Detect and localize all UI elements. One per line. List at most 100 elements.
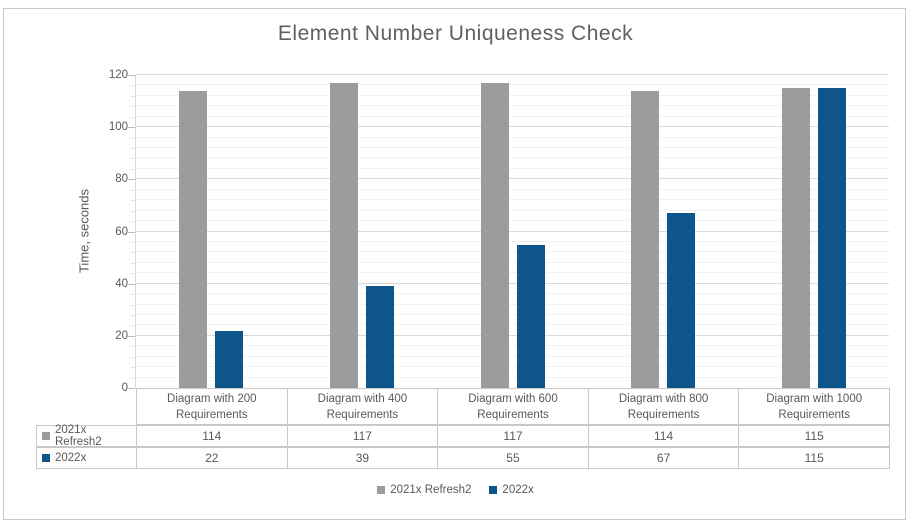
y-minor-tick-mark: [131, 377, 135, 379]
bar-2022x: [517, 245, 545, 388]
table-category-header: Diagram with 400 Requirements: [286, 388, 439, 425]
major-gridline: [136, 282, 889, 284]
y-minor-tick-mark: [131, 367, 135, 369]
table-category-header: Diagram with 600 Requirements: [437, 388, 589, 425]
y-minor-tick-mark: [131, 168, 135, 170]
y-tick-mark: [128, 388, 135, 389]
y-tick-label: 20: [115, 329, 128, 342]
chart-title: Element Number Uniqueness Check: [277, 22, 634, 45]
minor-gridline: [136, 105, 889, 107]
minor-gridline: [136, 261, 889, 263]
minor-gridline: [136, 293, 889, 295]
y-minor-tick-mark: [131, 241, 135, 243]
y-minor-tick-mark: [131, 294, 135, 296]
minor-gridline: [136, 272, 889, 274]
legend-key-icon: [42, 453, 50, 462]
legend-item: 2022x: [489, 484, 534, 496]
bar-2021x-refresh2: [782, 88, 810, 388]
y-minor-tick-mark: [131, 262, 135, 264]
table-category-header: Diagram with 1000 Requirements: [738, 388, 890, 425]
y-minor-tick-mark: [131, 85, 135, 87]
bar-2021x-refresh2: [481, 83, 509, 388]
table-value-cell: 22: [136, 446, 288, 469]
minor-gridline: [136, 313, 889, 315]
y-tick-label: 120: [108, 69, 128, 81]
y-tick-mark: [128, 335, 135, 337]
bar-2022x: [215, 331, 243, 388]
table-value-cell: 114: [136, 425, 288, 447]
y-tick-label: 80: [115, 173, 128, 186]
major-gridline: [136, 74, 889, 75]
legend-key-icon: [489, 486, 498, 494]
legend-key-icon: [377, 486, 386, 494]
minor-gridline: [136, 345, 889, 347]
y-tick-mark: [128, 231, 135, 233]
y-minor-tick-mark: [131, 304, 135, 306]
series-name: 2022x: [55, 451, 87, 464]
table-value-cell: 67: [587, 446, 740, 469]
y-tick-mark: [128, 127, 135, 129]
table-series-label: 2022x: [36, 446, 137, 469]
y-minor-tick-mark: [131, 356, 135, 358]
plot-area: [136, 74, 889, 388]
y-minor-tick-mark: [131, 273, 135, 275]
minor-gridline: [136, 209, 889, 211]
y-minor-tick-mark: [131, 252, 135, 254]
table-value-cell: 115: [738, 425, 890, 447]
series-name: 2021x Refresh2: [55, 424, 102, 448]
bar-2021x-refresh2: [631, 91, 659, 388]
major-gridline: [136, 334, 889, 336]
table-value-cell: 115: [738, 446, 890, 469]
y-minor-tick-mark: [131, 325, 135, 327]
y-minor-tick-mark: [131, 314, 135, 316]
bar-2022x: [366, 286, 394, 388]
table-value-cell: 114: [587, 425, 740, 447]
minor-gridline: [136, 84, 889, 86]
table-value-cell: 39: [286, 446, 439, 469]
bar-2021x-refresh2: [179, 91, 207, 388]
minor-gridline: [136, 115, 889, 117]
minor-gridline: [136, 157, 889, 159]
bar-2022x: [818, 88, 846, 388]
major-gridline: [136, 230, 889, 232]
major-gridline: [136, 178, 889, 180]
legend-item: 2021x Refresh2: [377, 484, 471, 496]
minor-gridline: [136, 366, 889, 368]
y-minor-tick-mark: [131, 200, 135, 202]
minor-gridline: [136, 167, 889, 169]
y-minor-tick-mark: [131, 158, 135, 160]
table-category-header: Diagram with 800 Requirements: [587, 388, 740, 425]
minor-gridline: [136, 147, 889, 149]
y-minor-tick-mark: [131, 95, 135, 97]
y-minor-tick-mark: [131, 137, 135, 139]
minor-gridline: [136, 220, 889, 222]
legend-key-icon: [42, 432, 50, 440]
minor-gridline: [136, 251, 889, 253]
table-value-cell: 117: [286, 425, 439, 447]
minor-gridline: [136, 324, 889, 326]
major-gridline: [136, 126, 889, 128]
minor-gridline: [136, 355, 889, 357]
y-minor-tick-mark: [131, 148, 135, 150]
y-tick-label: 0: [121, 382, 128, 394]
minor-gridline: [136, 94, 889, 96]
minor-gridline: [136, 199, 889, 201]
y-axis-line: [135, 75, 136, 388]
legend-label: 2022x: [502, 484, 534, 496]
minor-gridline: [136, 376, 889, 378]
y-tick-label: 40: [115, 277, 128, 290]
y-tick-mark: [128, 75, 135, 76]
minor-gridline: [136, 240, 889, 242]
y-tick-mark: [128, 283, 135, 285]
y-minor-tick-mark: [131, 106, 135, 108]
y-minor-tick-mark: [131, 189, 135, 191]
table-value-cell: 117: [437, 425, 589, 447]
y-minor-tick-mark: [131, 116, 135, 118]
legend-label: 2021x Refresh2: [390, 484, 472, 496]
minor-gridline: [136, 303, 889, 305]
table-value-cell: 55: [437, 446, 589, 469]
y-tick-mark: [128, 179, 135, 181]
table-category-header: Diagram with 200 Requirements: [136, 388, 288, 425]
y-tick-label: 60: [115, 225, 128, 238]
